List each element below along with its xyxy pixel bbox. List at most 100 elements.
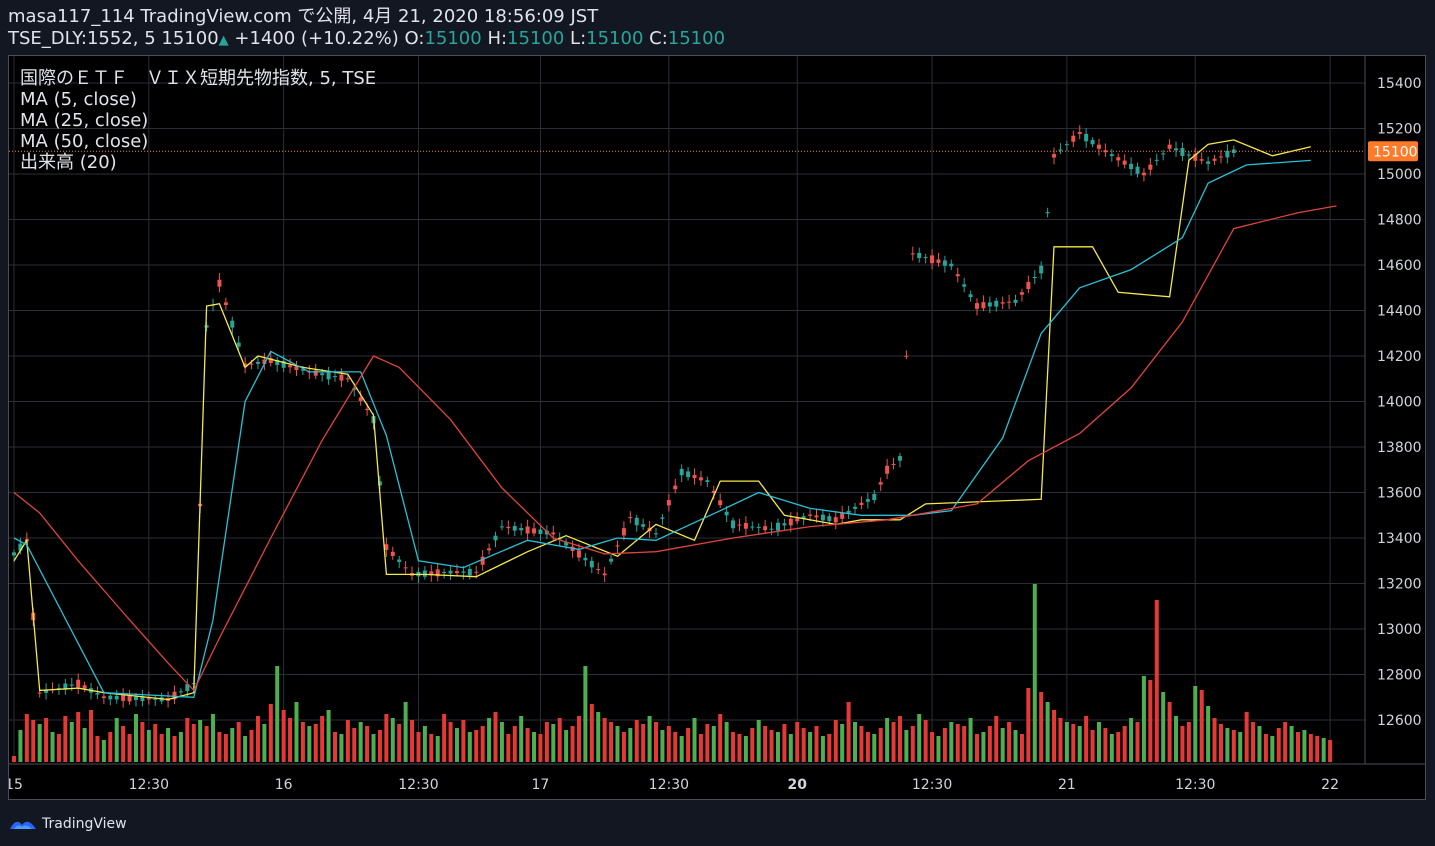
volume-bar — [1135, 722, 1140, 762]
y-tick-label: 15200 — [1377, 122, 1422, 138]
volume-bar — [230, 728, 235, 762]
candle-body — [654, 533, 658, 535]
price-chart[interactable]: 12600 12800 13000 13200 13400 13600 13800 14000… — [9, 56, 1425, 799]
publish-info: masa117_114 TradingView.com で公開, 4月 21, … — [8, 6, 599, 27]
y-tick-label: 14400 — [1377, 304, 1422, 320]
candle-body — [1019, 292, 1024, 295]
x-tick-label: 22 — [1321, 777, 1339, 793]
candle-body — [891, 463, 896, 465]
volume-bar — [499, 722, 504, 762]
volume-bar — [397, 724, 402, 762]
candle-body — [1148, 164, 1153, 170]
candle-body — [788, 518, 793, 526]
candle-body — [63, 683, 68, 690]
candle-body — [326, 371, 331, 380]
candle-body — [615, 545, 620, 547]
candle-body — [377, 481, 382, 486]
y-tick-label: 15000 — [1377, 167, 1422, 183]
volume-bar — [1039, 692, 1044, 762]
volume-bar — [69, 722, 74, 762]
volume-bar — [1026, 688, 1031, 762]
volume-bar — [1238, 732, 1243, 762]
candle-body — [506, 526, 511, 529]
candle-body — [1212, 158, 1217, 161]
volume-bar — [615, 726, 620, 762]
chart-pane[interactable]: 12600 12800 13000 13200 13400 13600 13800 14000… — [8, 55, 1426, 800]
volume-bar — [820, 736, 825, 762]
volume-bar — [936, 736, 941, 762]
tradingview-footer[interactable]: TradingView — [8, 812, 127, 836]
candle-body — [820, 514, 825, 521]
volume-bar — [249, 730, 254, 762]
volume-bar — [493, 712, 498, 762]
volume-bar — [602, 718, 607, 762]
volume-bar — [917, 714, 922, 762]
candle-body — [833, 517, 838, 523]
candle-body — [994, 300, 999, 307]
candle-body — [127, 694, 132, 702]
volume-bar — [570, 726, 575, 762]
volume-bar — [737, 734, 742, 762]
candle-body — [795, 518, 800, 522]
ma50-line — [13, 205, 1337, 692]
volume-bar — [654, 722, 658, 762]
volume-bar — [1148, 680, 1153, 762]
volume-bar — [178, 732, 183, 762]
candle-body — [1103, 150, 1108, 153]
candle-body — [949, 263, 954, 267]
volume-bar — [1180, 726, 1185, 762]
volume-bar — [975, 734, 979, 762]
candle-body — [18, 543, 23, 551]
volume-bar — [910, 726, 915, 762]
candle-body — [975, 303, 979, 309]
legend-volume: 出来高 (20) — [20, 152, 117, 173]
y-tick-label: 15400 — [1377, 76, 1422, 92]
candle-body — [223, 302, 228, 305]
volume-bar — [962, 726, 967, 762]
candle-body — [1116, 157, 1121, 161]
candle-body — [1090, 139, 1095, 145]
volume-bar — [621, 732, 626, 762]
candle-body — [641, 524, 646, 527]
volume-bar — [487, 718, 492, 762]
volume-bar — [666, 726, 671, 762]
current-price-label: 15100 — [1373, 144, 1418, 160]
volume-bar — [435, 736, 440, 762]
volume-bar — [416, 732, 421, 762]
candle-body — [1058, 149, 1063, 151]
candle-body — [609, 558, 614, 562]
volume-bar — [930, 732, 935, 762]
volume-bar — [968, 718, 973, 762]
candle-body — [1071, 135, 1076, 142]
candle-body — [621, 528, 626, 536]
candle-body — [756, 526, 761, 528]
candle-body — [249, 363, 254, 365]
volume-bar — [63, 716, 68, 762]
volume-bar — [994, 716, 999, 762]
candle-body — [281, 360, 286, 368]
candle-body — [1141, 172, 1146, 176]
legend-ma5: MA (5, close) — [20, 89, 137, 110]
candle-body — [750, 526, 755, 528]
chart-header: masa117_114 TradingView.com で公開, 4月 21, … — [8, 6, 725, 52]
quote-line: TSE_DLY:1552, 5 15100▲ +1400 (+10.22%) O… — [8, 28, 725, 52]
candle-body — [133, 696, 138, 701]
x-tick-label: 17 — [532, 777, 550, 793]
candle-body — [955, 274, 960, 277]
candle-body — [300, 369, 305, 371]
volume-bar — [1251, 722, 1256, 762]
candle-body — [44, 689, 49, 693]
volume-bar — [12, 756, 16, 762]
candle-body — [846, 510, 851, 513]
candle-body — [814, 515, 819, 518]
volume-bar — [731, 732, 736, 762]
volume-bar — [448, 722, 453, 762]
volume-bar — [788, 734, 793, 762]
volume-bar — [711, 726, 716, 762]
candle-body — [262, 359, 267, 364]
candle-body — [962, 284, 967, 287]
candle-body — [204, 325, 209, 328]
volume-bar — [583, 666, 588, 762]
candle-body — [454, 571, 459, 574]
volume-bar — [1263, 734, 1268, 762]
